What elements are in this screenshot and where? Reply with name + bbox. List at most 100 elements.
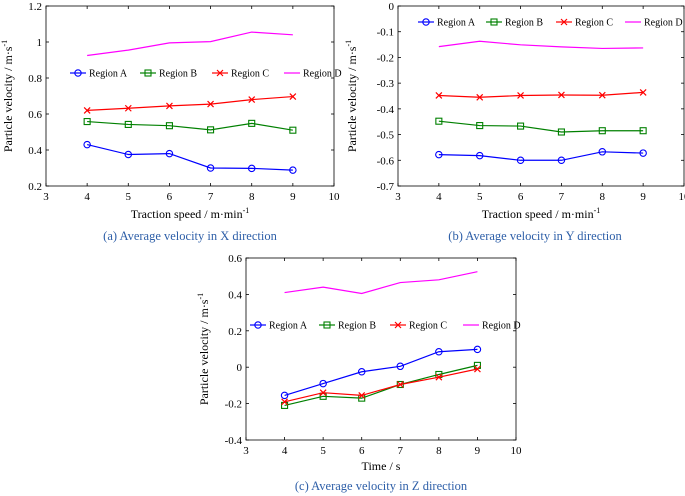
x-tick-label: 3 [43, 191, 49, 203]
series-line [438, 40, 644, 50]
y-tick-label: -0.2 [225, 399, 242, 411]
legend-item: Region B [486, 18, 543, 29]
legend-marker [560, 18, 568, 26]
y-tick-label: -0.2 [377, 52, 394, 64]
data-point [435, 347, 443, 356]
series-line [284, 271, 478, 295]
legend-label: Region D [303, 69, 342, 80]
x-tick-label: 7 [559, 191, 565, 203]
data-point [124, 150, 133, 159]
legend-marker [216, 69, 224, 77]
series-region-b [435, 117, 647, 136]
x-tick-label: 3 [243, 445, 249, 457]
data-point [475, 151, 484, 160]
y-tick-label: 0.6 [28, 109, 42, 121]
legend-label: Region C [231, 69, 269, 80]
series-line [87, 144, 293, 171]
legend-marker [422, 18, 430, 26]
data-point [435, 150, 443, 159]
series-region-c [281, 365, 481, 406]
figure-caption: (c) Average velocity in Z direction [295, 479, 468, 493]
data-point [517, 122, 525, 130]
y-tick-label: -0.5 [377, 130, 395, 142]
chart-a: 3 4 5 6 7 8 9 10 0.2 0.4 0.6 0.8 1 1.2 Traction speed … [0, 1, 342, 243]
data-point [358, 391, 366, 399]
x-tick-label: 8 [249, 191, 255, 203]
series-region-c [435, 88, 647, 101]
legend-item: Region A [70, 69, 128, 80]
data-point [83, 106, 91, 114]
legend-label: Region D [482, 321, 521, 332]
data-point [517, 92, 524, 99]
y-tick-label: -0.3 [377, 78, 395, 90]
data-point [639, 88, 647, 96]
y-tick-label: -0.4 [225, 435, 243, 447]
chart-b: 3 4 5 6 7 8 9 10 -0.7 -0.6 -0.5 -0.4 -0.3 -0.2 -0.1 0 Tr… [344, 1, 685, 243]
legend: Region A Region B Region C Region D [418, 18, 683, 29]
data-point [598, 91, 606, 99]
x-axis-label-sup: -1 [594, 206, 601, 215]
x-tick-label: 6 [359, 445, 365, 457]
x-tick-label: 5 [477, 191, 483, 203]
data-point [207, 126, 215, 134]
data-point [639, 149, 647, 157]
x-axis-label-text: Time / s [362, 459, 401, 473]
data-point [166, 102, 173, 110]
legend-marker [394, 321, 402, 329]
x-tick-label: 5 [320, 445, 326, 457]
legend-item: Region B [319, 321, 376, 332]
y-tick-label: 0.6 [228, 253, 242, 265]
legend: Region A Region B Region C Region D [70, 69, 342, 80]
data-point [165, 122, 173, 130]
data-point [474, 365, 481, 373]
series-region-d [438, 40, 644, 50]
data-point [319, 389, 327, 397]
legend-item: Region C [556, 18, 613, 29]
series-line [87, 31, 293, 57]
x-tick-label: 4 [282, 445, 288, 457]
legend-item: Region D [625, 18, 683, 29]
data-point [124, 104, 132, 112]
x-tick-label: 9 [640, 191, 646, 203]
data-point [639, 127, 647, 135]
data-point [435, 373, 443, 381]
data-point [473, 345, 482, 354]
series-region-a [435, 148, 647, 165]
y-axis-label-text: Particle velocity / m·s [197, 299, 211, 405]
y-tick-label: 0 [389, 1, 395, 13]
legend-marker [323, 321, 331, 329]
data-point [206, 164, 215, 172]
y-tick-label: 0.2 [228, 326, 242, 338]
series-region-a [280, 345, 482, 400]
series-line [284, 368, 478, 403]
y-tick-label: 0.4 [28, 145, 42, 157]
legend-label: Region B [505, 18, 543, 29]
legend-label: Region C [575, 18, 613, 29]
x-tick-label: 7 [398, 445, 404, 457]
y-tick-label: -0.7 [377, 181, 395, 193]
data-point [396, 381, 404, 388]
y-axis-label: Particle velocity / m·s-1 [344, 40, 359, 152]
plot-frame [245, 257, 517, 441]
legend-item: Region D [284, 69, 342, 80]
legend-label: Region A [437, 18, 476, 29]
series-line [87, 120, 293, 131]
x-axis-label-text: Traction speed / m·min [482, 207, 594, 221]
legend: Region A Region B Region C Region D [250, 321, 521, 332]
legend-marker [254, 321, 262, 329]
legend-label: Region A [89, 69, 128, 80]
x-tick-label: 8 [600, 191, 606, 203]
plot-frame [45, 5, 335, 187]
legend-item: Region A [250, 321, 308, 332]
data-point [357, 367, 366, 376]
data-point [83, 140, 91, 149]
data-point [476, 122, 484, 130]
series-region-d [87, 31, 293, 57]
x-tick-label: 6 [167, 191, 173, 203]
legend-item: Region A [418, 18, 476, 29]
y-tick-label: 0.8 [28, 73, 42, 85]
y-axis-label-sup: -1 [344, 40, 353, 47]
figure-caption: (a) Average velocity in X direction [103, 229, 277, 243]
data-point [516, 156, 525, 165]
